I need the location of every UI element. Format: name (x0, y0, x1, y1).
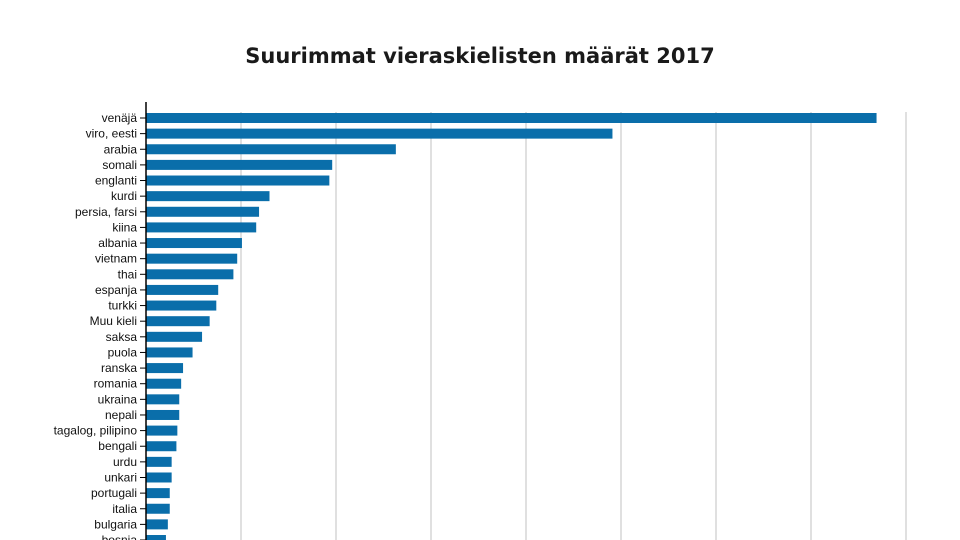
category-label: thai (118, 267, 137, 281)
category-label: saksa (106, 330, 138, 344)
category-label: portugali (91, 486, 137, 500)
bar (146, 284, 219, 295)
bar (146, 378, 182, 389)
category-label: puola (108, 345, 138, 359)
bar (146, 425, 178, 436)
bar (146, 394, 180, 405)
category-label: bosnia (102, 533, 138, 540)
category-label: espanja (95, 283, 137, 297)
category-label: arabia (104, 142, 138, 156)
category-label: tagalog, pilipino (54, 424, 138, 438)
bar (146, 363, 184, 374)
category-label: kurdi (111, 189, 137, 203)
category-ticks (140, 117, 146, 540)
gridlines (240, 112, 907, 540)
bar (146, 441, 177, 452)
category-label: nepali (105, 408, 137, 422)
bar (146, 488, 170, 499)
category-label: romania (94, 377, 138, 391)
category-label: venäjä (102, 111, 138, 125)
bars (146, 113, 877, 540)
category-label: bengali (98, 439, 137, 453)
category-label: Muu kieli (90, 314, 137, 328)
category-label: turkki (108, 299, 137, 313)
bar (146, 409, 180, 420)
category-label: urdu (113, 455, 137, 469)
bar (146, 191, 270, 202)
bar (146, 503, 170, 514)
bar (146, 175, 330, 186)
bar (146, 206, 260, 217)
category-label: bulgaria (94, 517, 137, 531)
category-label: somali (102, 158, 137, 172)
category-label: albania (98, 236, 137, 250)
bar (146, 535, 166, 540)
category-label: viro, eesti (86, 127, 137, 141)
bar (146, 316, 210, 327)
category-label: persia, farsi (75, 205, 137, 219)
bar (146, 519, 168, 530)
category-label: vietnam (95, 252, 137, 266)
bar (146, 159, 333, 170)
bar (146, 222, 257, 233)
category-label: unkari (104, 470, 137, 484)
bar (146, 472, 172, 483)
bar (146, 347, 193, 358)
bar (146, 238, 242, 249)
bar (146, 331, 203, 342)
bar (146, 300, 217, 311)
category-label: englanti (95, 174, 137, 188)
bar (146, 113, 877, 123)
bar (146, 456, 172, 467)
bar (146, 253, 238, 264)
bar (146, 144, 396, 155)
bar (146, 128, 613, 139)
category-label: ukraina (98, 392, 138, 406)
category-label: kiina (112, 220, 137, 234)
category-label: ranska (101, 361, 137, 375)
bar (146, 269, 234, 280)
category-label: italia (112, 502, 137, 516)
chart-title: Suurimmat vieraskielisten määrät 2017 (245, 44, 715, 68)
